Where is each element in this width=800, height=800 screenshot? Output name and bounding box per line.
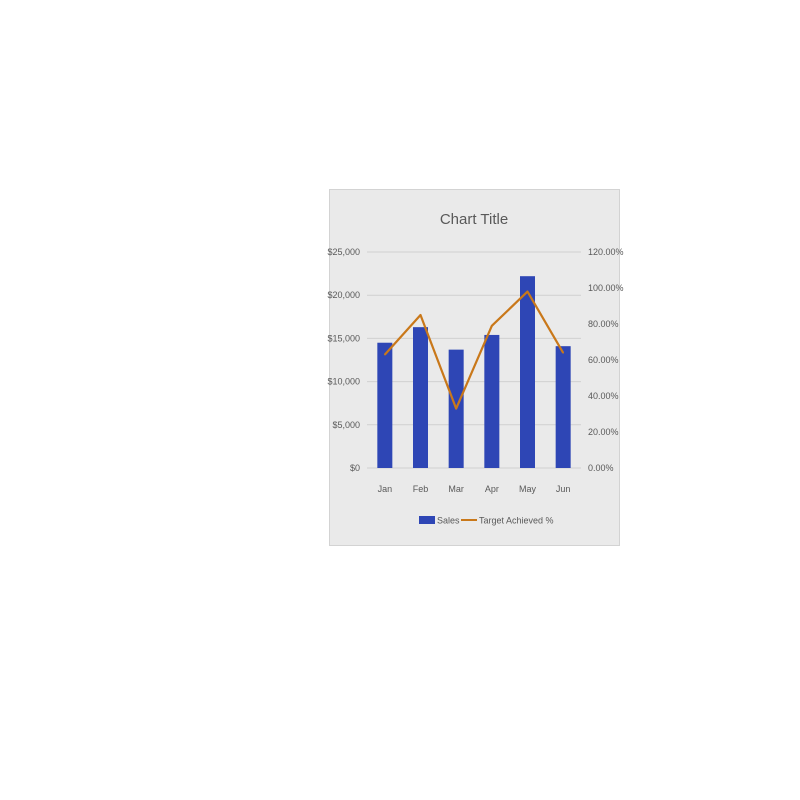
gridlines (367, 251, 581, 469)
right-axis-tick-label: 40.00% (588, 391, 619, 401)
target-achieved-point (562, 352, 564, 354)
sales-bars (377, 276, 571, 468)
x-axis-tick-label: May (519, 484, 537, 494)
right-axis-tick-label: 20.00% (588, 427, 619, 437)
x-axis: Jan Feb Mar Apr May Jun (378, 484, 571, 494)
chart-title: Chart Title (440, 211, 508, 228)
legend: Sales Target Achieved % (419, 516, 554, 526)
left-axis-tick-label: $25,000 (327, 247, 360, 257)
target-achieved-point (526, 290, 529, 293)
sales-bar (520, 276, 535, 468)
x-axis-tick-label: Jan (378, 484, 393, 494)
x-axis-tick-label: Jun (556, 484, 571, 494)
left-axis-tick-label: $5,000 (332, 420, 360, 430)
target-line (384, 290, 565, 410)
left-axis-tick-label: $10,000 (327, 377, 360, 387)
left-axis-tick-label: $15,000 (327, 333, 360, 343)
x-axis-tick-label: Apr (485, 484, 499, 494)
x-axis-tick-label: Feb (413, 484, 429, 494)
sales-bar (413, 327, 428, 468)
right-axis: 0.00% 20.00% 40.00% 60.00% 80.00% 100.00% 120.… (588, 247, 624, 473)
x-axis-tick-label: Mar (448, 484, 464, 494)
sales-bar (484, 334, 500, 468)
legend-label-sales: Sales (437, 516, 460, 526)
left-axis-tick-label: $0 (350, 463, 360, 473)
target-achieved-line (384, 290, 565, 410)
left-axis: $0 $5,000 $10,000 $15,000 $20,000 $25,000 (327, 247, 360, 473)
target-achieved-point (384, 353, 386, 356)
right-axis-tick-label: 80.00% (588, 319, 619, 329)
right-axis-tick-label: 60.00% (588, 355, 619, 365)
sales-bar (555, 346, 571, 468)
legend-label-target: Target Achieved % (479, 516, 554, 526)
legend-swatch-sales (419, 516, 435, 524)
right-axis-tick-label: 120.00% (588, 247, 624, 257)
right-axis-tick-label: 100.00% (588, 283, 624, 293)
right-axis-tick-label: 0.00% (588, 463, 614, 473)
target-achieved-point (491, 325, 493, 327)
left-axis-tick-label: $20,000 (327, 290, 360, 300)
sales-bar (377, 342, 393, 468)
target-achieved-point (455, 407, 457, 410)
target-achieved-point (419, 314, 422, 316)
